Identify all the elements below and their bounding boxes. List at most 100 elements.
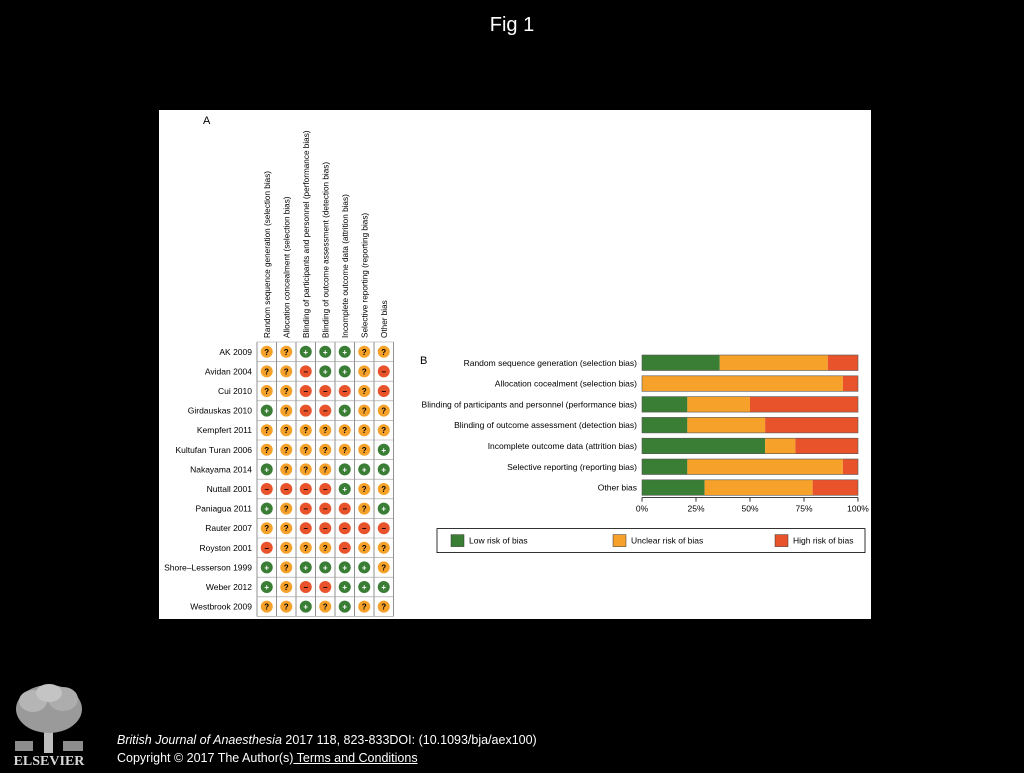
rating-symbol: + [342,407,347,416]
rating-symbol: − [323,485,328,494]
bar-segment-low [642,479,705,496]
bar-outline [641,354,859,371]
rating-unclear-icon [260,345,273,358]
rating-symbol: − [284,485,289,494]
rating-symbol: − [264,485,269,494]
rating-symbol: ? [342,426,347,435]
bar-segment-high [842,459,858,475]
rating-unclear-icon [299,463,312,476]
rating-symbol: − [264,544,269,553]
rating-unclear-icon [260,600,273,613]
rating-symbol: ? [284,426,289,435]
legend-label: High risk of bias [793,536,853,546]
bar-segment-high [842,375,858,392]
rating-high-icon [377,385,390,397]
rating-high-icon [299,404,312,417]
study-label: Nakayama 2014 [190,464,252,474]
rating-symbol: ? [362,348,367,357]
rating-unclear-icon [377,600,390,613]
rating-high-icon [319,404,332,417]
rating-symbol: ? [284,465,289,474]
rating-high-icon [377,365,390,378]
rating-symbol: + [342,563,347,572]
bar-category-label: Other bias [598,483,637,493]
rating-symbol: + [342,367,347,376]
rating-unclear-icon [280,502,293,515]
figure-panel: A Random sequence generation (selection b… [159,110,871,619]
rating-unclear-icon [319,463,332,476]
bar-segment-unclear [704,479,813,496]
rating-symbol: ? [381,426,386,435]
study-label: Rauter 2007 [205,523,252,533]
rating-symbol: + [362,465,367,474]
rating-high-icon [319,502,332,515]
rating-high-icon [280,483,293,495]
x-tick-label: 0% [636,504,649,514]
rating-low-icon [358,581,371,593]
rating-low-icon [338,463,351,476]
x-tick-label: 50% [741,504,758,514]
rating-symbol: ? [323,426,328,435]
rating-low-icon [338,365,351,378]
rating-unclear-icon [377,345,390,358]
rating-symbol: ? [381,485,386,494]
study-label: Cui 2010 [218,386,252,396]
rating-symbol: ? [362,505,367,514]
rating-symbol: + [381,505,386,514]
bar-segment-unclear [687,417,766,433]
bar-segment-low [642,355,720,371]
rating-low-icon [377,443,390,456]
rating-unclear-icon [319,600,332,613]
bar-segment-high [827,355,858,371]
rating-unclear-icon [299,443,312,456]
legend-swatch-unclear [612,534,627,547]
rating-symbol: ? [323,544,328,553]
rating-unclear-icon [358,600,371,613]
rating-high-icon [260,483,273,495]
rating-unclear-icon [377,483,390,495]
rating-symbol: + [264,407,269,416]
rating-unclear-icon [280,463,293,476]
rating-symbol: − [342,505,347,514]
domain-header: Incomplete outcome data (attrition bias) [341,194,350,338]
domain-header: Blinding of outcome assessment (detectio… [321,162,330,338]
rating-symbol: ? [264,603,269,612]
rating-high-icon [299,502,312,515]
rating-high-icon [319,522,332,535]
rating-symbol: + [323,367,328,376]
citation-line: British Journal of Anaesthesia 2017 118,… [117,731,537,749]
rating-low-icon [377,502,390,515]
rating-symbol: + [264,505,269,514]
rating-unclear-icon [377,404,390,417]
rating-low-icon [358,561,371,574]
rating-unclear-icon [377,424,390,437]
rating-symbol: ? [284,544,289,553]
terms-link[interactable]: Terms and Conditions [293,751,418,765]
bar-segment-unclear [719,355,828,371]
rating-unclear-icon [260,385,273,397]
study-label: AK 2009 [219,347,252,357]
rating-symbol: ? [284,583,289,592]
rating-symbol: + [323,348,328,357]
rating-high-icon [260,541,273,554]
study-label: Royston 2001 [200,543,253,553]
rating-symbol: + [342,348,347,357]
rating-unclear-icon [358,385,371,397]
rating-symbol: − [303,524,308,533]
rating-low-icon [260,404,273,417]
study-label: Kultufan Turan 2006 [175,445,252,455]
rating-low-icon [319,561,332,574]
elsevier-tree-icon: ELSEVIER [14,684,85,769]
panel-a-label: A [203,115,211,127]
rating-unclear-icon [280,385,293,397]
rating-symbol: − [303,505,308,514]
elsevier-logo: ELSEVIER [9,681,89,769]
rating-high-icon [338,522,351,535]
rating-unclear-icon [280,541,293,554]
rating-low-icon [338,581,351,593]
rating-unclear-icon [260,365,273,378]
rating-symbol: ? [284,524,289,533]
rating-low-icon [260,502,273,515]
rating-unclear-icon [338,424,351,437]
bar-segment-high [812,479,858,496]
